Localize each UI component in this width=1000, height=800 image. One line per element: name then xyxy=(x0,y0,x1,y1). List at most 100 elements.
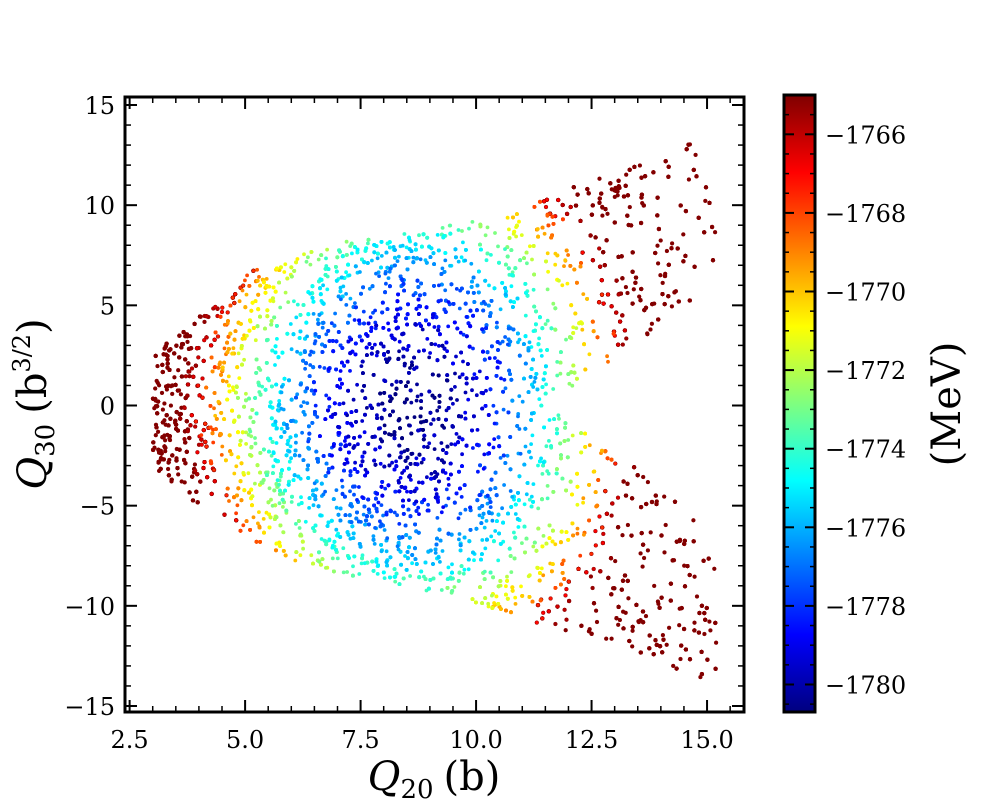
scatter-point xyxy=(253,441,258,446)
scatter-point xyxy=(612,220,617,225)
scatter-point xyxy=(538,315,542,320)
scatter-point xyxy=(470,597,475,601)
scatter-point xyxy=(647,646,652,651)
scatter-point xyxy=(224,493,229,498)
scatter-point xyxy=(605,456,610,461)
scatter-point xyxy=(556,413,561,418)
scatter-point xyxy=(527,595,532,599)
scatter-point xyxy=(645,331,650,336)
scatter-point xyxy=(597,264,603,269)
scatter-point xyxy=(200,395,205,400)
scatter-point xyxy=(274,382,279,387)
scatter-point xyxy=(332,569,336,574)
scatter-point xyxy=(582,342,586,347)
scatter-point xyxy=(560,562,565,566)
scatter-point xyxy=(251,515,256,520)
scatter-point xyxy=(492,286,497,291)
scatter-point xyxy=(696,630,702,635)
scatter-point xyxy=(545,287,550,292)
scatter-point xyxy=(513,602,518,606)
scatter-point xyxy=(196,355,201,360)
scatter-point xyxy=(270,503,275,508)
scatter-point xyxy=(553,327,558,332)
scatter-point xyxy=(282,376,287,381)
scatter-point xyxy=(587,627,592,632)
scatter-point xyxy=(155,399,161,404)
scatter-point xyxy=(326,520,331,525)
scatter-point xyxy=(686,177,692,182)
scatter-point xyxy=(215,334,221,339)
scatter-point xyxy=(520,594,525,598)
scatter-point xyxy=(699,671,705,677)
scatter-point xyxy=(575,502,580,507)
scatter-point xyxy=(597,514,602,519)
scatter-point xyxy=(620,533,625,538)
scatter-point xyxy=(351,564,355,569)
scatter-point xyxy=(686,142,691,147)
scatter-point xyxy=(659,533,664,538)
scatter-point xyxy=(578,264,583,269)
scatter-point xyxy=(298,313,303,317)
scatter-point xyxy=(540,544,545,549)
scatter-point xyxy=(544,259,548,264)
scatter-point xyxy=(211,440,216,445)
scatter-point xyxy=(677,538,682,544)
scatter-point xyxy=(260,384,265,389)
scatter-point xyxy=(605,211,610,216)
scatter-point xyxy=(640,609,646,614)
scatter-point xyxy=(439,588,444,592)
scatter-point xyxy=(456,579,461,583)
scatter-point xyxy=(387,240,392,245)
scatter-point xyxy=(597,196,602,201)
scatter-point xyxy=(388,245,392,250)
scatter-point xyxy=(544,382,548,387)
scatter-point xyxy=(605,354,609,359)
scatter-point xyxy=(576,566,581,572)
scatter-point xyxy=(588,233,593,238)
scatter-point xyxy=(309,250,314,254)
scatter-point xyxy=(682,584,688,589)
scatter-point xyxy=(427,586,431,591)
scatter-point xyxy=(229,452,234,457)
scatter-point xyxy=(558,371,563,376)
scatter-point xyxy=(591,566,596,572)
scatter-point xyxy=(379,240,384,244)
scatter-point xyxy=(572,267,577,272)
scatter-point xyxy=(702,631,707,637)
scatter-point xyxy=(435,233,440,237)
scatter-point xyxy=(330,556,335,561)
scatter-point xyxy=(397,582,402,586)
scatter-point xyxy=(550,214,555,219)
scatter-point xyxy=(645,548,651,553)
scatter-point xyxy=(230,408,235,413)
scatter-point xyxy=(289,500,294,504)
scatter-point xyxy=(538,598,543,603)
scatter-point xyxy=(459,564,464,568)
scatter-point xyxy=(679,643,684,648)
scatter-point xyxy=(245,273,250,278)
scatter-point xyxy=(579,431,583,435)
scatter-point xyxy=(208,343,214,348)
scatter-point xyxy=(605,292,611,297)
scatter-point xyxy=(666,164,671,169)
scatter-point xyxy=(621,479,626,484)
scatter-point xyxy=(575,484,580,489)
scatter-point xyxy=(450,570,454,575)
scatter-point xyxy=(616,178,621,183)
scatter-point xyxy=(551,387,556,391)
scatter-point xyxy=(172,375,177,380)
scatter-point xyxy=(661,637,666,642)
scatter-point xyxy=(554,471,559,476)
scatter-point xyxy=(543,204,549,210)
scatter-point xyxy=(230,351,235,356)
scatter-point xyxy=(160,362,165,368)
scatter-point xyxy=(249,308,254,313)
scatter-point xyxy=(187,369,192,374)
scatter-point xyxy=(335,255,340,260)
scatter-point xyxy=(270,440,275,444)
scatter-point xyxy=(563,628,568,633)
scatter-point xyxy=(692,264,697,269)
scatter-point xyxy=(445,586,450,590)
scatter-point xyxy=(600,448,604,453)
scatter-point xyxy=(319,562,323,567)
